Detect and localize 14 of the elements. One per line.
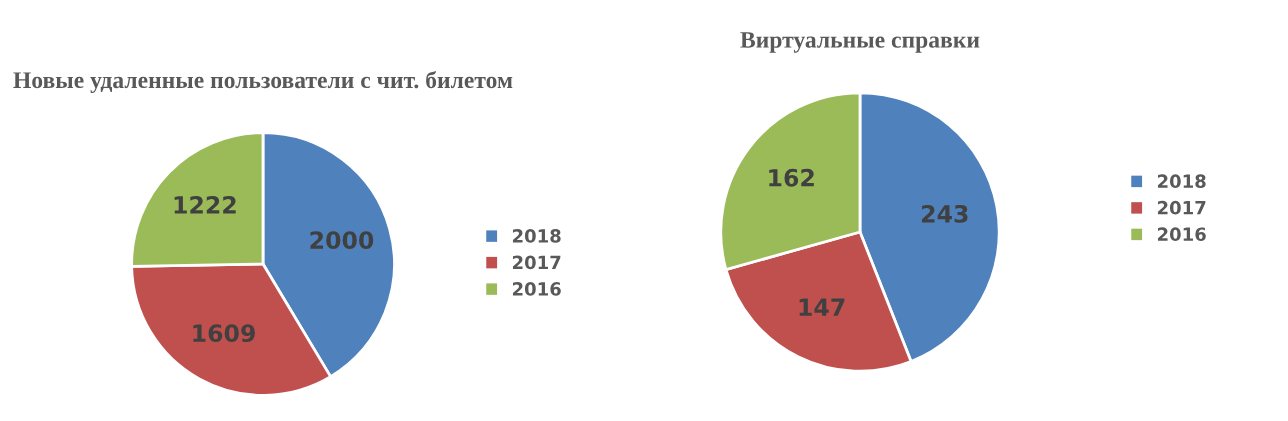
legend-label: 2017: [512, 255, 561, 270]
data-label: 2000: [310, 231, 374, 250]
data-label: 243: [922, 204, 968, 223]
data-label: 1222: [174, 195, 236, 214]
data-label: 162: [769, 168, 814, 187]
chart-title: Виртуальные справки: [740, 32, 980, 53]
legend-label: 2017: [1157, 200, 1206, 215]
legend-label: 2016: [512, 282, 561, 296]
legend-label: 2018: [512, 229, 561, 243]
legend-label: 2018: [1157, 174, 1206, 189]
data-label: 147: [799, 298, 845, 316]
chart-title: Новые удаленные пользователи с чит. билетом: [13, 71, 513, 93]
legend-label: 2016: [1157, 227, 1206, 242]
data-label: 1609: [193, 324, 255, 343]
